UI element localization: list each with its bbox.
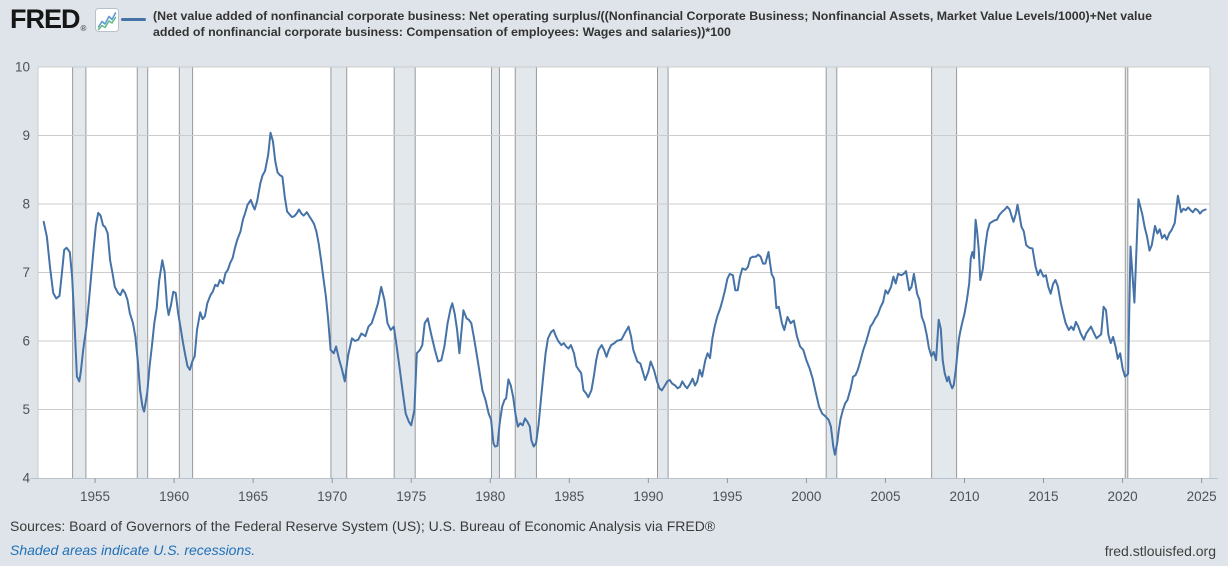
x-axis-tick-label: 1955 [80,489,110,504]
registered-trademark-mark: ® [80,24,87,33]
x-axis-tick-label: 2000 [791,489,821,504]
y-axis-tick-label: 10 [15,60,30,75]
y-axis-tick-label: 9 [22,128,30,143]
y-axis-tick-label: 6 [22,334,30,349]
y-axis-tick-label: 4 [22,471,30,486]
y-axis-tick-label: 8 [22,197,30,212]
x-axis-tick-label: 2005 [870,489,900,504]
x-axis-tick-label: 2010 [949,489,979,504]
chart-title: (Net value added of nonfinancial corpora… [153,9,1223,40]
x-axis-tick-label: 1965 [238,489,268,504]
x-axis-tick-label: 2020 [1108,489,1138,504]
x-axis-tick-label: 2015 [1029,489,1059,504]
x-axis-tick-label: 1980 [475,489,505,504]
x-axis-tick-label: 1990 [633,489,663,504]
chart-title-line-1: (Net value added of nonfinancial corpora… [153,9,1152,23]
sources-text: Sources: Board of Governors of the Feder… [10,518,716,534]
chart-title-line-2: added of nonfinancial corporate business… [153,24,731,39]
fred-logo-text: FRED [10,4,80,34]
y-axis-tick-label: 5 [22,402,30,417]
site-label: fred.stlouisfed.org [1104,543,1216,559]
y-axis-tick-label: 7 [22,265,30,280]
recessions-note-link[interactable]: Shaded areas indicate U.S. recessions. [10,542,256,558]
series-legend-swatch [121,18,146,21]
x-axis-tick-label: 1970 [317,489,347,504]
x-axis-tick-label: 1975 [396,489,426,504]
fred-logo[interactable]: FRED® [10,4,87,41]
x-axis-tick-label: 2025 [1187,489,1217,504]
fred-chart-icon [95,8,119,32]
x-axis-tick-label: 1995 [712,489,742,504]
x-axis-tick-label: 1985 [554,489,584,504]
x-axis-tick-label: 1960 [159,489,189,504]
data-line-series [42,131,1207,456]
